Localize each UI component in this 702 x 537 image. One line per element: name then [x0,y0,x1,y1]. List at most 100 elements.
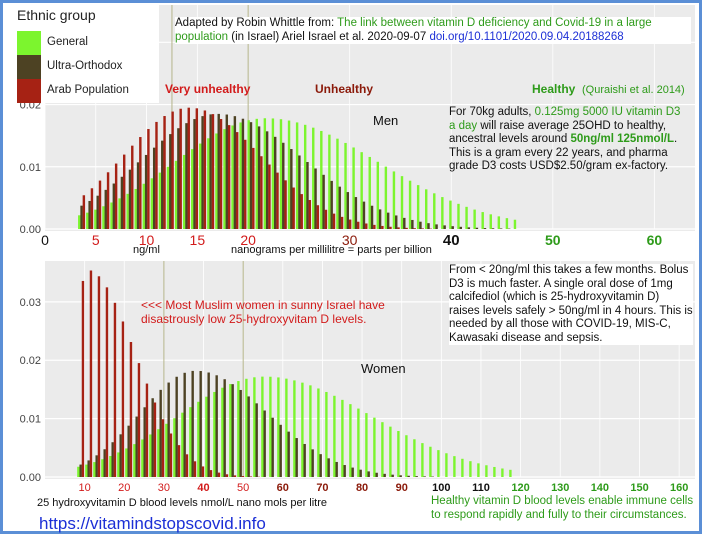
women-bar-arab [250,476,252,477]
men-bar-general [223,129,225,229]
women-bar-arab [186,454,188,477]
women-bar-ultra-orthodox [151,398,153,477]
men-bar-arab [381,226,383,229]
women-bar-ultra-orthodox [143,407,145,477]
legend-item-general: General [17,31,167,55]
women-bar-general [269,377,271,477]
men-bar-ultra-orthodox [282,143,284,229]
women-bar-general [333,396,335,477]
men-bar-general [159,173,161,229]
men-bar-ultra-orthodox [266,131,268,229]
legend-item-arab: Arab Population [17,79,167,103]
women-bar-arab [106,287,108,477]
men-bar-general [102,206,104,229]
men-bar-general [312,128,314,229]
women-bar-arab [154,403,156,477]
men-bar-general [280,119,282,229]
men-bar-arab [163,116,165,229]
women-bar-general [373,418,375,477]
men-bar-general [465,207,467,229]
men-xtick-label: 0 [41,232,49,248]
men-bar-arab [292,188,294,229]
header-attribution: Adapted by Robin Whittle from: The link … [175,17,691,44]
women-xtick-label: 60 [277,482,289,494]
women-bar-ultra-orthodox [271,418,273,477]
men-bar-ultra-orthodox [218,114,220,229]
women-bar-ultra-orthodox [127,426,129,477]
women-bar-ultra-orthodox [279,425,281,477]
women-bar-general [205,397,207,477]
men-bar-ultra-orthodox [193,119,195,229]
women-bar-general [173,418,175,477]
men-bar-general [231,125,233,229]
men-bar-general [175,161,177,229]
url-link[interactable]: https://vitamindstopscovid.info [39,514,266,533]
men-bar-arab [236,132,238,229]
legend-item-ultra-orthodox: Ultra-Orthodox [17,55,167,79]
men-bar-ultra-orthodox [137,162,139,229]
men-bar-arab [365,223,367,229]
men-bar-arab [268,165,270,229]
men-bar-arab [244,140,246,229]
men-bar-general [369,157,371,229]
men-bar-general [247,120,249,229]
women-bar-ultra-orthodox [231,384,233,477]
men-bar-general [191,149,193,229]
women-bar-ultra-orthodox [183,373,185,477]
women-bar-ultra-orthodox [103,449,105,477]
women-bar-general [125,448,127,477]
men-bar-general [433,193,435,229]
women-bar-ultra-orthodox [175,377,177,477]
men-bar-general [110,203,112,229]
women-bar-general [181,413,183,477]
men-bar-general [393,171,395,229]
men-bar-ultra-orthodox [492,228,494,229]
women-bar-general [453,456,455,477]
men-bar-arab [325,210,327,229]
women-bar-ultra-orthodox [383,474,385,477]
women-bar-general [285,379,287,477]
women-bar-general [429,447,431,477]
women-ytick-label: 0.03 [20,297,41,309]
men-bar-ultra-orthodox [290,149,292,229]
men-bar-ultra-orthodox [226,115,228,229]
women-bar-ultra-orthodox [423,476,425,477]
women-xtick-label: 30 [158,482,170,494]
women-bar-ultra-orthodox [135,417,137,477]
men-bar-general [78,215,80,229]
men-bar-general [514,220,516,229]
women-bar-arab [218,473,220,477]
women-bar-ultra-orthodox [223,379,225,477]
men-bar-arab [301,194,303,229]
women-bar-ultra-orthodox [359,470,361,477]
men-bar-general [135,189,137,229]
women-bar-general [157,429,159,477]
men-bar-arab [309,200,311,229]
women-bar-arab [162,419,164,477]
men-bar-general [377,162,379,229]
women-bar-general [493,467,495,477]
legend-swatch-arab [17,79,41,103]
men-bar-general [352,147,354,229]
women-bar-ultra-orthodox [207,373,209,477]
header-doi-link[interactable]: doi.org/10.1101/2020.09.04.20188268 [429,31,623,43]
men-bar-ultra-orthodox [363,202,365,229]
men-bar-ultra-orthodox [371,206,373,229]
women-bar-ultra-orthodox [119,434,121,477]
women-bar-ultra-orthodox [79,465,81,477]
women-bar-arab [130,342,132,477]
women-bar-general [165,424,167,477]
men-bar-general [86,213,88,229]
men-bar-ultra-orthodox [185,123,187,229]
women-bar-general [301,383,303,477]
men-bar-ultra-orthodox [177,128,179,229]
men-bar-ultra-orthodox [209,114,211,229]
women-xtick-label: 100 [432,482,450,494]
women-bar-ultra-orthodox [311,449,313,477]
men-bar-arab [83,195,85,229]
women-bar-general [461,459,463,477]
header-adapted: Adapted by Robin Whittle from: [175,17,337,29]
women-bar-general [141,439,143,477]
men-bar-arab [131,146,133,229]
women-bar-general [117,452,119,477]
